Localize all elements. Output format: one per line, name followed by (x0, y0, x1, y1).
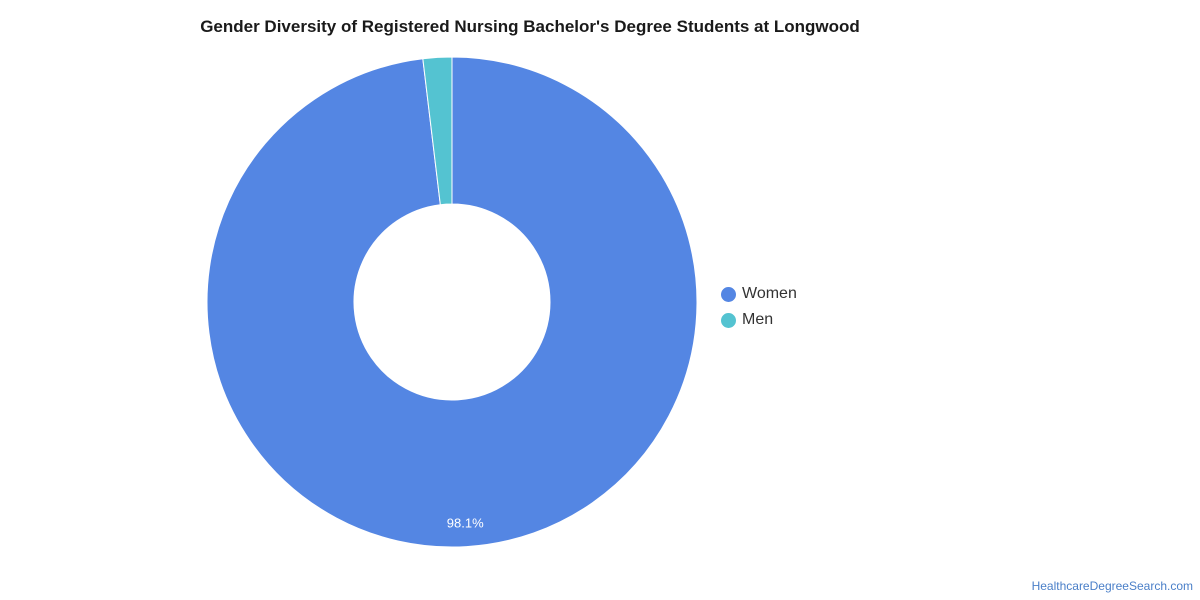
donut-slice-men[interactable] (422, 56, 453, 206)
legend-label-men: Men (742, 311, 774, 328)
legend-label-women: Women (742, 285, 797, 302)
donut-slice-women[interactable] (206, 56, 698, 548)
legend-item-women[interactable]: Women (721, 281, 797, 307)
legend-swatch-men (721, 312, 736, 328)
source-credit[interactable]: HealthcareDegreeSearch.com (1031, 579, 1193, 593)
data-label-women: 98.1% (447, 516, 484, 531)
chart-title: Gender Diversity of Registered Nursing B… (200, 17, 860, 36)
donut-data-labels: 98.1% (447, 516, 484, 531)
legend-item-men[interactable]: Men (721, 307, 797, 333)
legend-swatch-women (721, 286, 736, 302)
chart-legend: Women Men (721, 281, 797, 333)
donut-slices (206, 56, 698, 548)
